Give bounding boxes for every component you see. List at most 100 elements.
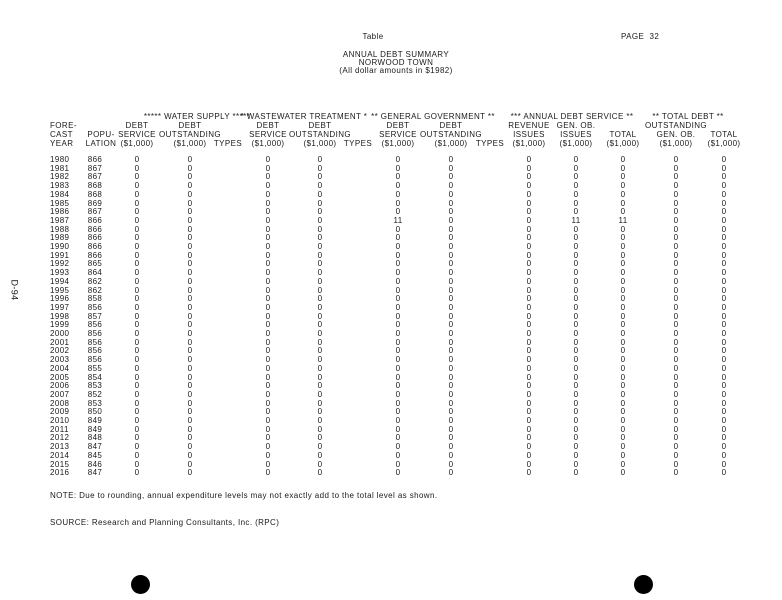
table-cell: 0 bbox=[620, 424, 626, 434]
table-cell: 0 bbox=[265, 198, 271, 208]
table-cell: 847 bbox=[87, 442, 103, 452]
table-cell: 0 bbox=[721, 381, 727, 391]
table-cell: 850 bbox=[87, 407, 103, 417]
table-cell: 0 bbox=[395, 442, 401, 452]
table-cell: 0 bbox=[395, 346, 401, 356]
table-cell: 0 bbox=[620, 389, 626, 399]
table-cell: 0 bbox=[573, 363, 579, 373]
row-year: 1992 bbox=[50, 259, 70, 269]
table-cell: 866 bbox=[87, 233, 103, 243]
column-header: POPU- bbox=[87, 130, 115, 139]
table-cell: 0 bbox=[187, 189, 193, 199]
table-cell: 0 bbox=[620, 329, 626, 338]
row-year: 1994 bbox=[50, 276, 70, 286]
table-cell: 0 bbox=[448, 155, 454, 164]
table-cell: 0 bbox=[721, 468, 727, 478]
table-cell: 0 bbox=[526, 311, 532, 321]
column-header: FORE- bbox=[50, 121, 77, 130]
table-cell: 0 bbox=[187, 155, 193, 164]
table-cell: 0 bbox=[573, 416, 579, 425]
table-cell: 0 bbox=[265, 433, 271, 443]
table-cell: 0 bbox=[721, 442, 727, 452]
table-cell: 0 bbox=[187, 181, 193, 191]
table-cell: 0 bbox=[448, 189, 454, 199]
table-cell: 0 bbox=[265, 294, 271, 304]
table-cell: 0 bbox=[721, 215, 727, 225]
table-cell: 864 bbox=[87, 268, 103, 278]
table-cell: 0 bbox=[395, 268, 401, 278]
table-cell: 0 bbox=[721, 433, 727, 443]
table-cell: 0 bbox=[573, 224, 579, 234]
table-cell: 0 bbox=[721, 416, 727, 425]
group-header: ** TOTAL DEBT ** bbox=[652, 112, 724, 121]
table-cell: 0 bbox=[187, 363, 193, 373]
table-cell: 0 bbox=[448, 363, 454, 373]
table-cell: 849 bbox=[87, 416, 103, 425]
table-cell: 0 bbox=[620, 311, 626, 321]
table-cell: 0 bbox=[620, 172, 626, 182]
column-header: ($1,000) bbox=[173, 139, 207, 148]
table-cell: 0 bbox=[265, 268, 271, 278]
table-cell: 0 bbox=[721, 268, 727, 278]
column-header: DEBT bbox=[439, 121, 463, 130]
table-cell: 0 bbox=[526, 181, 532, 191]
table-cell: 0 bbox=[721, 198, 727, 208]
table-cell: 0 bbox=[395, 468, 401, 478]
table-cell: 0 bbox=[620, 355, 626, 365]
table-cell: 0 bbox=[448, 468, 454, 478]
table-cell: 0 bbox=[526, 389, 532, 399]
table-cell: 0 bbox=[673, 302, 679, 312]
table-cell: 0 bbox=[317, 215, 323, 225]
table-cell: 0 bbox=[573, 372, 579, 382]
table-cell: 0 bbox=[620, 407, 626, 417]
table-cell: 0 bbox=[573, 346, 579, 356]
column-header: REVENUE bbox=[508, 121, 550, 130]
table-cell: 0 bbox=[526, 433, 532, 443]
table-cell: 0 bbox=[187, 233, 193, 243]
table-cell: 0 bbox=[620, 398, 626, 408]
table-cell: 0 bbox=[448, 250, 454, 260]
table-cell: 0 bbox=[317, 320, 323, 330]
table-cell: 0 bbox=[187, 302, 193, 312]
row-year: 1988 bbox=[50, 224, 70, 234]
table-cell: 0 bbox=[317, 172, 323, 182]
table-cell: 0 bbox=[134, 285, 140, 295]
table-cell: 0 bbox=[134, 450, 140, 460]
table-cell: 0 bbox=[573, 155, 579, 164]
table-cell: 0 bbox=[526, 259, 532, 269]
row-year: 1983 bbox=[50, 181, 70, 191]
table-cell: 0 bbox=[573, 242, 579, 251]
table-cell: 0 bbox=[265, 172, 271, 182]
row-year: 1982 bbox=[50, 172, 70, 182]
table-cell: 0 bbox=[317, 285, 323, 295]
doc-title: ANNUAL DEBT SUMMARY bbox=[342, 50, 450, 59]
column-header: OUTSTANDING bbox=[419, 130, 483, 139]
table-cell: 0 bbox=[134, 424, 140, 434]
column-header: TOTAL bbox=[710, 130, 738, 139]
table-cell: 0 bbox=[448, 337, 454, 347]
table-cell: 0 bbox=[620, 442, 626, 452]
table-cell: 0 bbox=[573, 189, 579, 199]
column-header: ($1,000) bbox=[381, 139, 415, 148]
table-cell: 0 bbox=[395, 320, 401, 330]
table-cell: 0 bbox=[187, 355, 193, 365]
table-cell: 0 bbox=[448, 172, 454, 182]
row-year: 1984 bbox=[50, 189, 70, 199]
table-cell: 0 bbox=[265, 355, 271, 365]
column-header: ISSUES bbox=[560, 130, 592, 139]
table-cell: 0 bbox=[187, 259, 193, 269]
group-header: * WASTEWATER TREATMENT * bbox=[240, 112, 368, 121]
table-cell: 0 bbox=[448, 320, 454, 330]
table-cell: 0 bbox=[395, 302, 401, 312]
row-year: 2006 bbox=[50, 381, 70, 391]
table-cell: 868 bbox=[87, 189, 103, 199]
table-cell: 0 bbox=[187, 372, 193, 382]
table-cell: 0 bbox=[673, 155, 679, 164]
table-cell: 0 bbox=[620, 189, 626, 199]
row-year: 1986 bbox=[50, 207, 70, 217]
table-cell: 0 bbox=[526, 459, 532, 469]
table-cell: 0 bbox=[673, 172, 679, 182]
table-cell: 0 bbox=[134, 381, 140, 391]
column-header: ($1,000) bbox=[707, 139, 741, 148]
column-header: DEBT bbox=[386, 121, 410, 130]
